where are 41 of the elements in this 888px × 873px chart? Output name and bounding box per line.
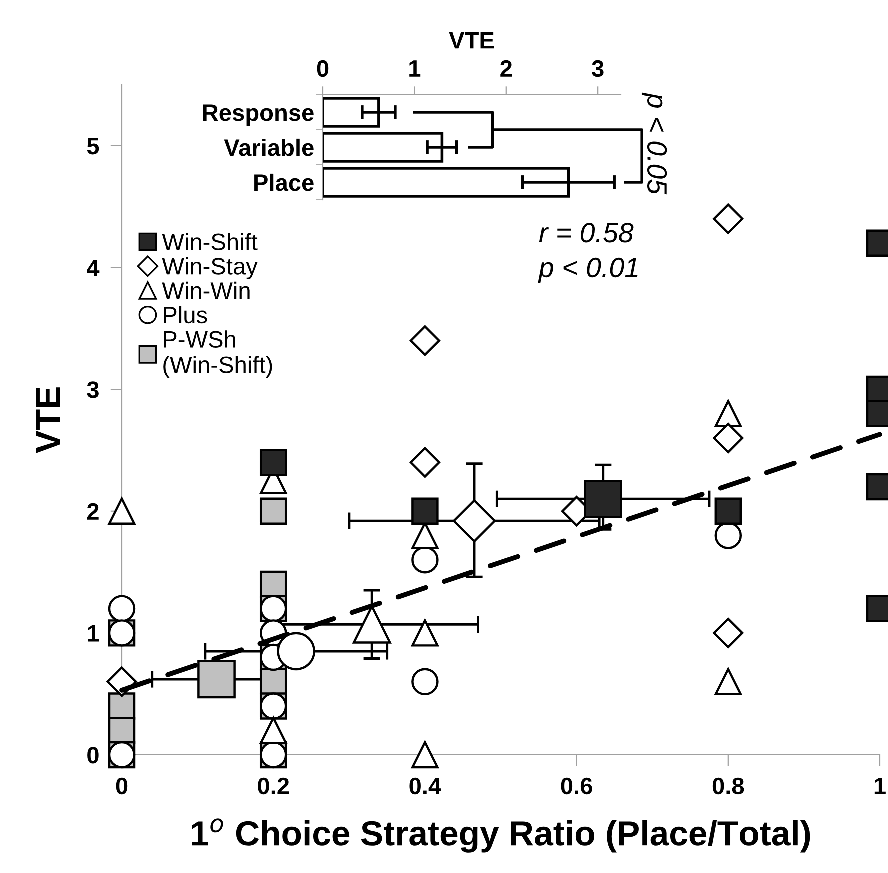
point: [452, 500, 496, 543]
y-tick-label: 1: [88, 625, 100, 642]
x-tick-label: 1: [874, 778, 886, 794]
point: [410, 326, 440, 356]
x-tick-label: 3: [592, 60, 604, 78]
x-axis-title: VTE: [449, 32, 494, 49]
y-tick-label: Response: [203, 104, 314, 126]
y-tick-label: 2: [87, 503, 99, 520]
x-tick-label: 0.8: [712, 778, 744, 795]
x-tick-label: 0: [317, 60, 329, 78]
point: [713, 618, 744, 648]
legend-label: Win-Stay: [162, 258, 258, 280]
legend-label: P-WSh (Win-Shift): [164, 330, 272, 378]
x-tick-label: 1: [410, 60, 421, 77]
x-tick-label: 0: [116, 778, 128, 795]
y-tick-label: Variable: [224, 138, 314, 156]
point: [260, 498, 288, 525]
point: [410, 447, 440, 478]
x-tick-label: 0.6: [561, 778, 592, 795]
x-tick-label: 0.2: [258, 778, 290, 795]
y-tick-label: 0: [88, 747, 99, 764]
x-tick-label: 0.4: [410, 778, 442, 795]
point: [108, 717, 136, 744]
legend-label: Win-Shift: [162, 233, 258, 251]
y-axis-title: VTE: [36, 388, 60, 454]
y-tick-label: Place: [254, 174, 314, 192]
legend-label: Win-Win: [162, 282, 250, 300]
x-axis-title: 1$^{o}$ Choice Strategy Ratio (Place/Total): [192, 818, 810, 853]
annotation: p < 0.05: [642, 92, 668, 195]
legend-label: Plus: [164, 306, 208, 324]
point: [713, 204, 744, 234]
annotation: p < 0.01: [538, 258, 638, 284]
x-tick-label: 2: [500, 60, 512, 77]
point: [198, 660, 236, 699]
annotation: r = 0.58: [539, 223, 634, 243]
point: [584, 480, 622, 518]
y-tick-label: 4: [87, 260, 100, 276]
point: [713, 423, 744, 454]
point: [277, 632, 316, 671]
y-tick-label: 3: [87, 382, 99, 398]
y-tick-label: 5: [87, 138, 100, 155]
